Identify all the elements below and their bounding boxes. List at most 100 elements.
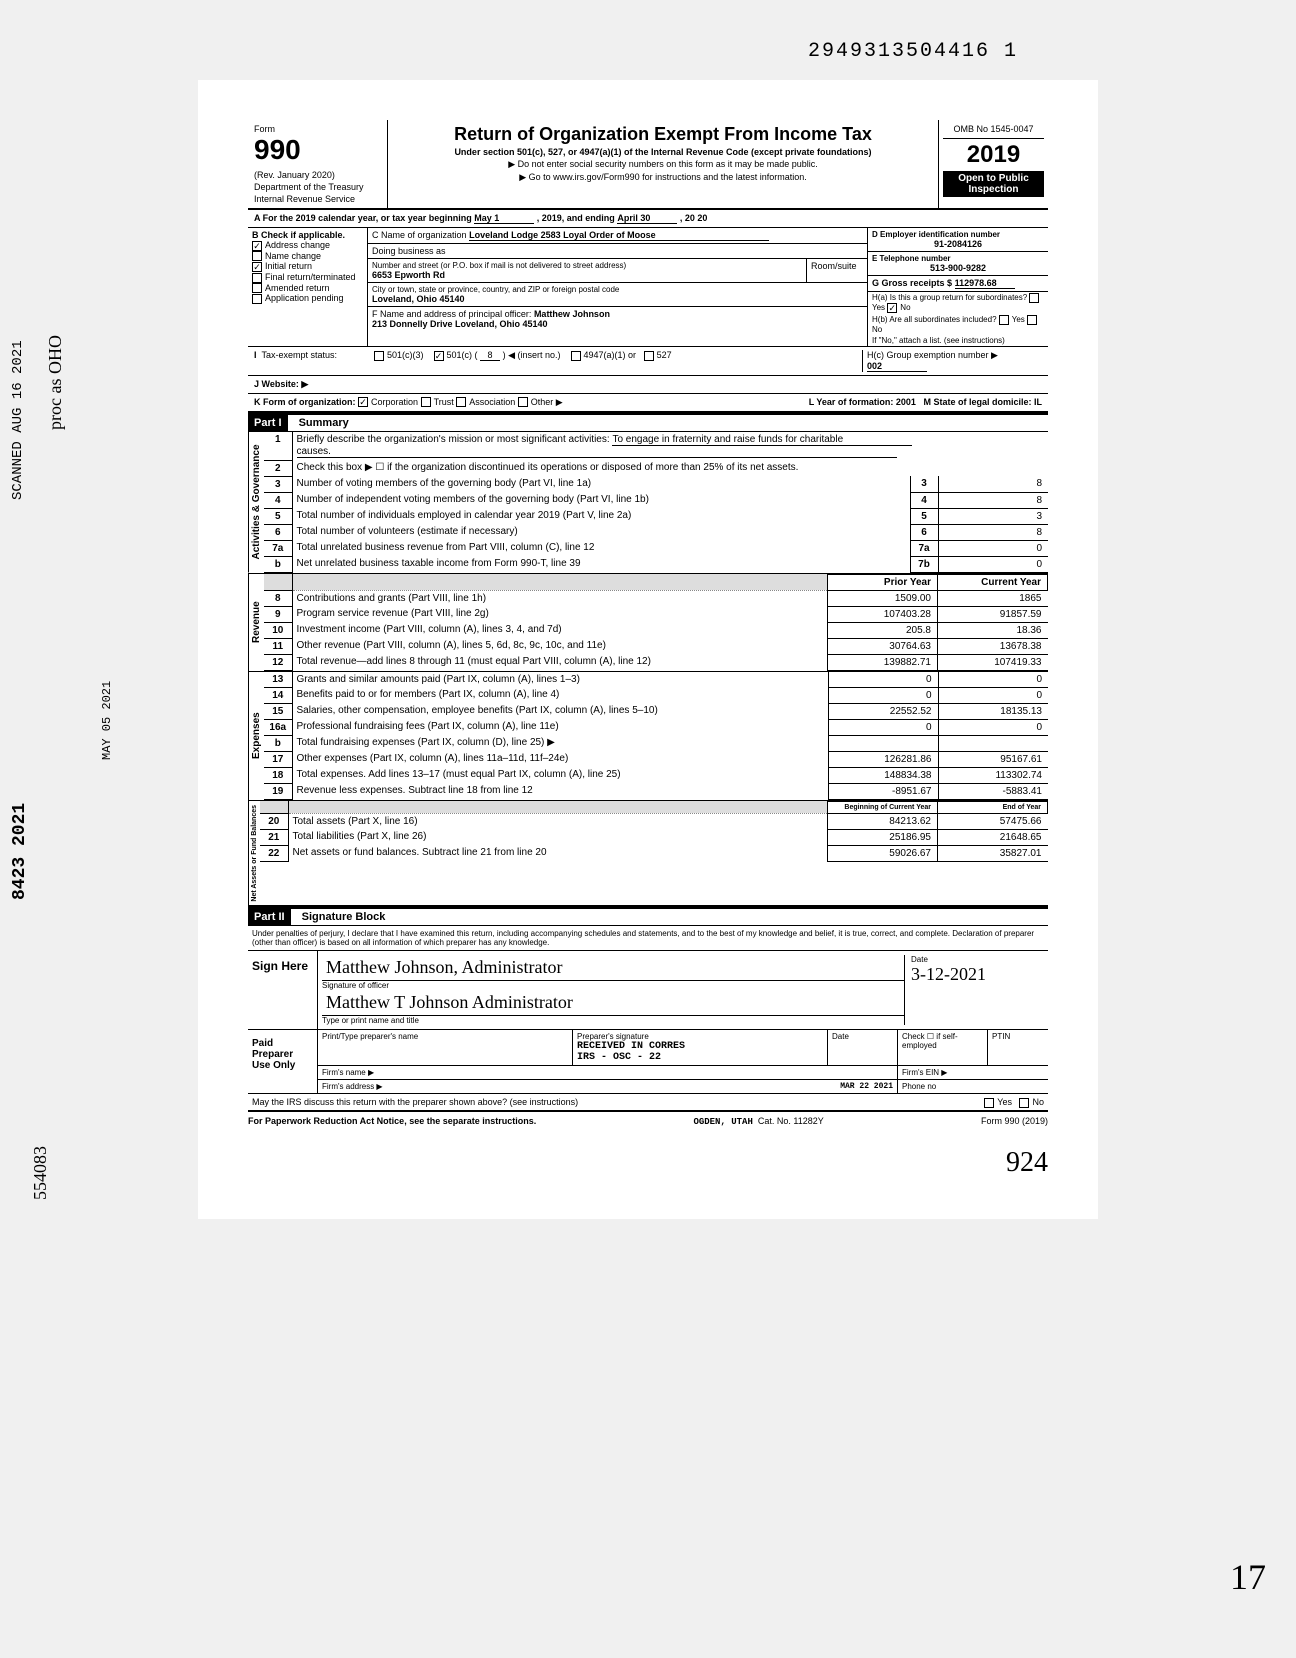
irs-no: No bbox=[1032, 1097, 1044, 1107]
officer-addr: 213 Donnelly Drive Loveland, Ohio 45140 bbox=[372, 319, 548, 329]
margin-bottomleft: 554083 bbox=[30, 1146, 51, 1200]
tax-year: 2019 bbox=[943, 139, 1044, 171]
dba-label: Doing business as bbox=[372, 246, 446, 256]
sig-date-label: Date bbox=[911, 955, 1044, 964]
row-prior: 59026.67 bbox=[828, 845, 938, 861]
row-current: 95167.61 bbox=[938, 751, 1048, 767]
chk-irs-no[interactable] bbox=[1019, 1098, 1029, 1108]
row-current bbox=[938, 735, 1048, 751]
chk-pending[interactable] bbox=[252, 294, 262, 304]
chk-name-change[interactable] bbox=[252, 251, 262, 261]
row-prior: 25186.95 bbox=[828, 829, 938, 845]
row-desc: Professional fundraising fees (Part IX, … bbox=[292, 719, 828, 735]
row-current: 1865 bbox=[938, 590, 1048, 606]
sig-officer-label: Signature of officer bbox=[322, 981, 904, 990]
gross-value: 112978.68 bbox=[955, 278, 1015, 289]
firm-addr-label: Firm's address ▶ bbox=[322, 1082, 383, 1091]
row-prior: 148834.38 bbox=[828, 767, 938, 783]
section-revenue: Revenue bbox=[248, 574, 264, 671]
row-desc: Other expenses (Part IX, column (A), lin… bbox=[292, 751, 828, 767]
gov-row-val: 8 bbox=[938, 476, 1048, 492]
chk-501c[interactable]: ✓ bbox=[434, 351, 444, 361]
form-subtitle1: Under section 501(c), 527, or 4947(a)(1)… bbox=[394, 147, 932, 157]
received-stamp2: IRS - OSC - 22 bbox=[577, 1052, 823, 1063]
row-num: 17 bbox=[264, 751, 292, 767]
lbl-501c3: 501(c)(3) bbox=[387, 350, 424, 360]
gov-row-num: 5 bbox=[264, 508, 292, 524]
gov-row-ref: 5 bbox=[910, 508, 938, 524]
row-current: 0 bbox=[938, 687, 1048, 703]
chk-other[interactable] bbox=[518, 397, 528, 407]
chk-initial[interactable]: ✓ bbox=[252, 262, 262, 272]
chk-corp[interactable]: ✓ bbox=[358, 397, 368, 407]
lbl-trust: Trust bbox=[434, 397, 454, 408]
paperwork-notice: For Paperwork Reduction Act Notice, see … bbox=[248, 1116, 536, 1127]
phone-label: E Telephone number bbox=[872, 254, 1044, 263]
chk-irs-yes[interactable] bbox=[984, 1098, 994, 1108]
row-desc: Other revenue (Part VIII, column (A), li… bbox=[292, 638, 828, 654]
sig-date: 3-12-2021 bbox=[911, 964, 1044, 985]
chk-addr-change[interactable]: ✓ bbox=[252, 241, 262, 251]
row-current: 91857.59 bbox=[938, 606, 1048, 622]
ogden-stamp: OGDEN, UTAH bbox=[693, 1117, 752, 1127]
gov-row-ref: 4 bbox=[910, 492, 938, 508]
row-current: 57475.66 bbox=[938, 813, 1048, 829]
tax-status-row: I Tax-exempt status: 501(c)(3) ✓501(c) (… bbox=[248, 347, 1048, 376]
chk-amended[interactable] bbox=[252, 283, 262, 293]
gov-row-val: 3 bbox=[938, 508, 1048, 524]
part1-header: Part I bbox=[248, 415, 288, 431]
row-num: 12 bbox=[264, 654, 292, 670]
city-label: City or town, state or province, country… bbox=[372, 285, 863, 294]
end-year-hdr: End of Year bbox=[938, 801, 1048, 813]
room-label: Room/suite bbox=[807, 259, 867, 282]
form-rev: (Rev. January 2020) bbox=[254, 170, 381, 180]
row-prior: 126281.86 bbox=[828, 751, 938, 767]
form-org-label: K Form of organization: bbox=[254, 397, 356, 408]
row-prior bbox=[828, 735, 938, 751]
row-desc: Net assets or fund balances. Subtract li… bbox=[288, 845, 828, 861]
chk-hb-yes[interactable] bbox=[999, 315, 1009, 325]
chk-assoc[interactable] bbox=[456, 397, 466, 407]
lbl-corp: Corporation bbox=[371, 397, 418, 408]
ptin-label: PTIN bbox=[988, 1030, 1048, 1065]
part2-title: Signature Block bbox=[294, 911, 386, 923]
row-prior: 205.8 bbox=[828, 622, 938, 638]
state-value: IL bbox=[1034, 397, 1042, 408]
row-current: 35827.01 bbox=[938, 845, 1048, 861]
gov-row-num: 6 bbox=[264, 524, 292, 540]
gov-row-val: 0 bbox=[938, 540, 1048, 556]
irs-yes: Yes bbox=[997, 1097, 1012, 1107]
chk-4947[interactable] bbox=[571, 351, 581, 361]
hb-label: H(b) Are all subordinates included? bbox=[872, 315, 997, 324]
chk-ha-no[interactable]: ✓ bbox=[887, 303, 897, 313]
paid-preparer-label: Paid Preparer Use Only bbox=[248, 1030, 318, 1093]
lbl-pending: Application pending bbox=[265, 293, 344, 303]
gov-row-ref: 7b bbox=[910, 556, 938, 572]
row-desc: Program service revenue (Part VIII, line… bbox=[292, 606, 828, 622]
ha-yes: Yes bbox=[872, 303, 885, 312]
form-subtitle2: ▶ Do not enter social security numbers o… bbox=[394, 159, 932, 170]
chk-501c3[interactable] bbox=[374, 351, 384, 361]
officer-signature: Matthew Johnson, Administrator bbox=[322, 955, 904, 981]
chk-final[interactable] bbox=[252, 273, 262, 283]
lbl-final: Final return/terminated bbox=[265, 272, 356, 282]
prior-year-hdr: Prior Year bbox=[828, 574, 938, 590]
lbl-amended: Amended return bbox=[265, 283, 330, 293]
gov-row-ref: 7a bbox=[910, 540, 938, 556]
lbl-name-change: Name change bbox=[265, 251, 321, 261]
gov-row-num: 3 bbox=[264, 476, 292, 492]
row-current: 113302.74 bbox=[938, 767, 1048, 783]
received-date-stamp: MAR 22 2021 bbox=[840, 1082, 893, 1091]
chk-ha-yes[interactable] bbox=[1029, 293, 1039, 303]
ha-no: No bbox=[900, 303, 910, 312]
gov-row-val: 8 bbox=[938, 492, 1048, 508]
row-num: 10 bbox=[264, 622, 292, 638]
chk-trust[interactable] bbox=[421, 397, 431, 407]
row-num: 19 bbox=[264, 783, 292, 799]
gov-row-ref: 3 bbox=[910, 476, 938, 492]
state-label: M State of legal domicile: bbox=[923, 397, 1031, 408]
gov-row-val: 8 bbox=[938, 524, 1048, 540]
chk-527[interactable] bbox=[644, 351, 654, 361]
chk-hb-no[interactable] bbox=[1027, 315, 1037, 325]
gov-row-desc: Number of voting members of the governin… bbox=[292, 476, 910, 492]
